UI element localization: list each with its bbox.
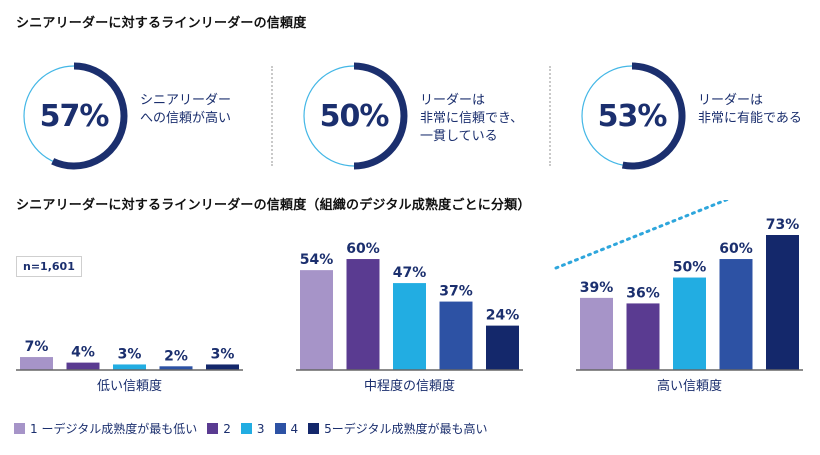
bar-data-label: 37% (439, 284, 473, 300)
kpi-value: 50% (319, 98, 390, 134)
kpi-ring (23, 62, 128, 170)
divider (549, 66, 551, 166)
bar-chart: 7% 4% 3% 2% 3% 低い信頼度 54% 60% 47% 37% 24% 中程度の信頼度 39%… (16, 200, 803, 394)
legend-label: 5ーデジタル成熟度が最も高い (324, 422, 488, 436)
bar (580, 297, 613, 370)
bar-data-label: 50% (673, 260, 707, 276)
legend-swatch (207, 423, 219, 434)
sample-size-badge: n=1,601 (16, 256, 82, 277)
trend-arrow (554, 200, 731, 270)
bar-data-label: 60% (719, 241, 753, 257)
legend: 1 ーデジタル成熟度が最も低い 2 3 4 5ーデジタル成熟度が最も高い (14, 420, 498, 437)
legend-label: 4 (290, 421, 299, 436)
bar (626, 303, 660, 370)
bar (206, 364, 239, 370)
legend-item: 5ーデジタル成熟度が最も高い (308, 420, 488, 437)
chart-title-bottom: シニアリーダーに対するラインリーダーの信頼度（組織のデジタル成熟度ごとに分類） (16, 198, 531, 213)
bar (300, 270, 333, 370)
legend-swatch (240, 423, 252, 434)
bar (673, 277, 706, 370)
legend-swatch (308, 423, 320, 434)
legend-item: 3 (240, 421, 265, 436)
bar (393, 283, 426, 370)
kpi-senior-trust: 57% シニアリーダー への信頼が高い (18, 60, 288, 172)
bar (486, 325, 519, 370)
bar-data-label: 36% (626, 285, 660, 301)
kpi-value: 53% (597, 98, 668, 134)
bar-data-label: 3% (211, 346, 235, 362)
legend-label: 3 (256, 421, 265, 436)
category-label: 高い信頼度 (657, 378, 722, 394)
bar-data-label: 4% (71, 345, 95, 361)
bar-data-label: 2% (164, 348, 188, 364)
legend-label: 1 ーデジタル成熟度が最も低い (30, 422, 198, 436)
bar (66, 362, 100, 370)
category-label: 低い信頼度 (97, 378, 162, 394)
bar-data-label: 39% (580, 280, 614, 296)
kpi-reliable-consistent: 50% リーダーは 非常に信頼でき、 一貫している (298, 60, 568, 172)
bar (20, 357, 53, 370)
kpi-value: 57% (39, 98, 110, 134)
bar (346, 259, 380, 370)
chart-title-top: シニアリーダーに対するラインリーダーの信頼度 (16, 16, 307, 31)
legend-item: 2 (207, 422, 231, 436)
ring-progress-arc (621, 62, 686, 170)
kpi-ring (303, 62, 408, 170)
legend-item: 1 ーデジタル成熟度が最も低い (14, 420, 197, 437)
category-label: 中程度の信頼度 (364, 378, 455, 394)
legend-swatch (274, 423, 286, 434)
kpi-description: シニアリーダー への信頼が高い (140, 93, 232, 126)
bar-data-label: 54% (300, 252, 334, 268)
bar-data-label: 73% (766, 217, 800, 233)
bar (113, 364, 146, 370)
kpi-description: リーダーは 非常に有能である (698, 93, 802, 126)
bar-data-label: 3% (118, 346, 142, 362)
kpi-description: リーダーは 非常に信頼でき、 一貫している (420, 93, 524, 144)
ring-progress-arc (51, 62, 128, 170)
kpi-ring (581, 62, 686, 170)
bar-data-label: 47% (393, 265, 427, 281)
bar (719, 259, 753, 370)
bar-data-label: 60% (346, 241, 380, 257)
legend-item: 4 (274, 421, 299, 436)
bar (439, 301, 473, 370)
bar (159, 366, 193, 370)
kpi-capable: 53% リーダーは 非常に有能である (576, 60, 820, 172)
bar-data-label: 24% (486, 308, 520, 324)
legend-swatch (14, 423, 25, 434)
legend-label: 2 (223, 421, 231, 436)
bar-data-label: 7% (25, 339, 49, 355)
bar (766, 235, 799, 370)
divider (271, 66, 273, 166)
ring-progress-arc (353, 62, 408, 170)
